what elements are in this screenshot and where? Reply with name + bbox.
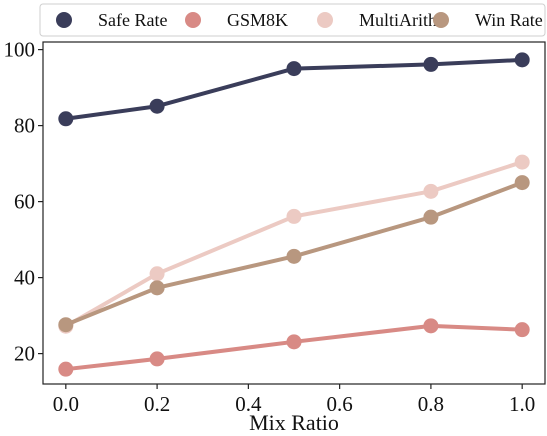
data-point	[514, 322, 530, 338]
series-gsm8k	[58, 318, 530, 377]
x-tick-label: 0.0	[53, 392, 79, 416]
data-point	[286, 248, 302, 264]
data-point	[423, 209, 439, 225]
data-point	[149, 280, 165, 296]
x-tick-label: 0.8	[418, 392, 444, 416]
legend-marker	[433, 12, 449, 28]
x-tick-label: 1.0	[509, 392, 535, 416]
legend-label: Safe Rate	[98, 10, 167, 30]
series-win-rate	[58, 175, 530, 333]
legend: Safe Rate GSM8K MultiArith Win Rate	[39, 3, 546, 37]
plot-frame	[42, 41, 546, 385]
data-point	[149, 266, 165, 282]
data-point	[423, 56, 439, 72]
series-multiarith	[58, 154, 530, 334]
series-layer	[58, 52, 530, 377]
data-point	[423, 183, 439, 199]
data-point	[58, 317, 74, 333]
data-point	[514, 52, 530, 68]
legend-box	[39, 3, 546, 37]
series-safe-rate	[58, 52, 530, 127]
y-tick-label: 100	[4, 38, 36, 62]
legend-label: MultiArith	[359, 10, 437, 30]
y-tick-label: 40	[14, 266, 35, 290]
legend-marker	[185, 12, 201, 28]
x-tick-label: 0.6	[327, 392, 353, 416]
data-point	[286, 208, 302, 224]
legend-marker	[56, 12, 72, 28]
x-tick-label: 0.2	[144, 392, 170, 416]
series-line	[63, 160, 525, 329]
data-point	[514, 154, 530, 170]
x-tick-label: 0.4	[235, 392, 262, 416]
legend-label: GSM8K	[227, 10, 288, 30]
y-tick-label: 60	[14, 190, 35, 214]
y-tick-label: 20	[14, 342, 35, 366]
data-point	[149, 98, 165, 114]
data-point	[423, 318, 439, 334]
data-point	[286, 334, 302, 350]
data-point	[58, 111, 74, 127]
y-tick-label: 80	[14, 114, 35, 138]
legend-marker	[317, 12, 333, 28]
axes: 0.0 0.2 0.4 0.6 0.8 1.0 20 40 60 80 100	[4, 38, 546, 416]
legend-label: Win Rate	[475, 10, 543, 30]
x-axis-title: Mix Ratio	[249, 410, 339, 435]
data-point	[149, 351, 165, 367]
data-point	[514, 175, 530, 191]
data-point	[286, 61, 302, 77]
data-point	[58, 361, 74, 377]
